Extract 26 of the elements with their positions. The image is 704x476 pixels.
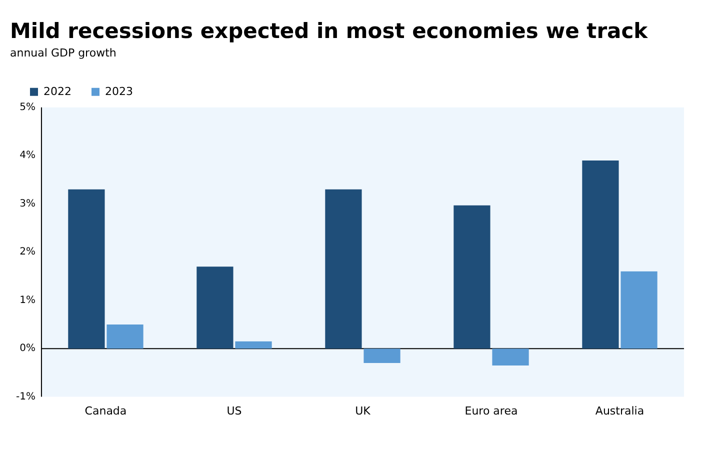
- bar: [620, 271, 658, 349]
- y-tick-label: 3%: [20, 198, 36, 210]
- bar: [68, 189, 105, 349]
- bar: [235, 341, 272, 349]
- x-tick-label: Euro area: [464, 404, 518, 418]
- y-tick-label: 4%: [20, 150, 36, 162]
- legend-label: 2023: [104, 84, 133, 98]
- chart-title: Mild recessions expected in most economies we track: [10, 19, 649, 44]
- y-tick-label: 5%: [20, 102, 36, 113]
- bar: [196, 266, 234, 349]
- bar: [492, 348, 529, 366]
- legend-label: 2022: [44, 84, 72, 98]
- y-tick-label: -1%: [16, 391, 36, 402]
- y-tick-label: 2%: [20, 246, 36, 258]
- bar: [582, 160, 619, 349]
- y-tick-label: 1%: [20, 294, 36, 306]
- x-tick-label: Australia: [595, 404, 644, 418]
- x-tick-label: UK: [355, 404, 372, 418]
- bar: [454, 205, 490, 349]
- bar: [364, 348, 400, 364]
- x-tick-label: US: [226, 404, 242, 418]
- x-tick-label: Canada: [84, 404, 127, 418]
- bar: [325, 189, 362, 349]
- bar: [106, 324, 144, 349]
- y-tick-label: 0%: [20, 343, 36, 354]
- chart-subtitle: annual GDP growth: [10, 46, 116, 60]
